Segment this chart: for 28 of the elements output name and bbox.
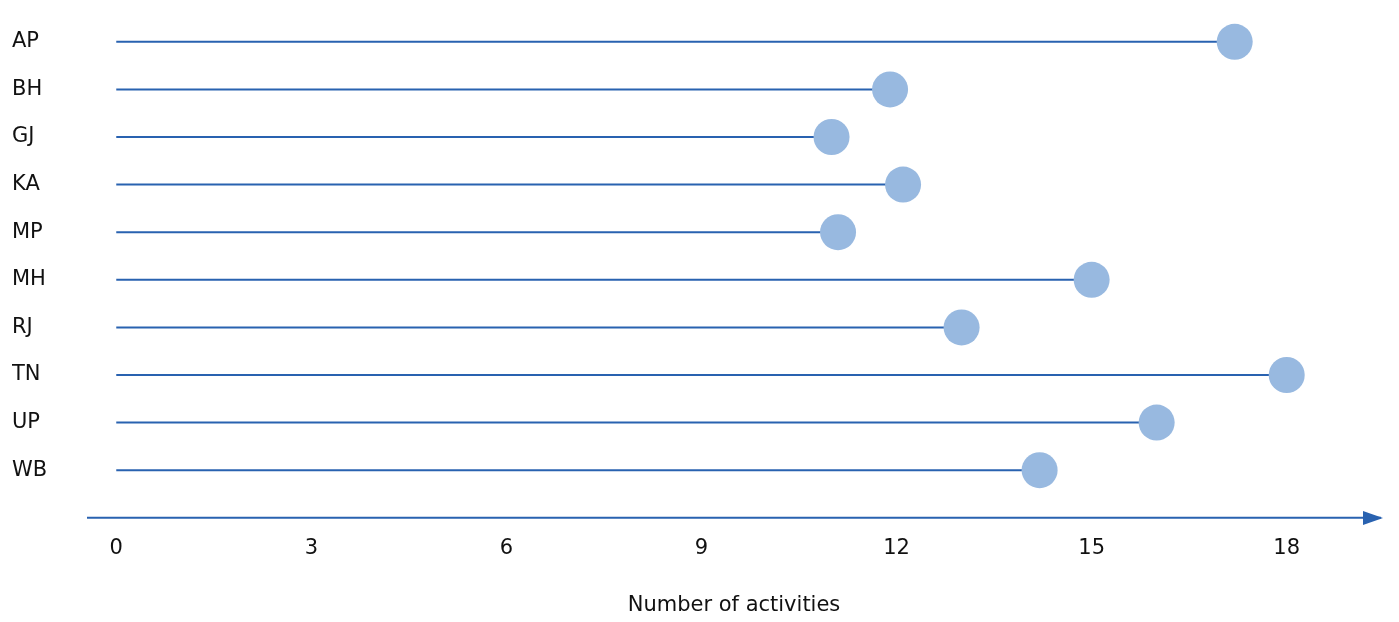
x-tick-label: 18 <box>1273 535 1301 560</box>
x-tick-label: 15 <box>1078 535 1106 560</box>
y-tick-label: RJ <box>12 313 33 338</box>
point <box>885 166 922 203</box>
x-tick-label: 6 <box>499 535 514 560</box>
x-axis-title: Number of activities <box>627 591 841 616</box>
x-tick-label: 0 <box>109 535 123 560</box>
y-tick-label: AP <box>12 28 40 53</box>
y-tick-label: MP <box>12 218 43 243</box>
y-tick-label: WB <box>12 456 48 481</box>
point <box>1138 404 1175 441</box>
point <box>1216 23 1253 60</box>
point <box>813 119 850 155</box>
point <box>1268 357 1305 393</box>
y-tick-label: MH <box>12 266 46 291</box>
x-tick-label: 9 <box>694 535 709 560</box>
y-tick-label: UP <box>12 409 41 434</box>
x-tick-label: 12 <box>883 535 910 560</box>
point <box>943 309 980 346</box>
y-tick-label: TN <box>11 361 41 386</box>
y-tick-label: BH <box>12 75 43 100</box>
y-tick-label: GJ <box>12 123 35 148</box>
y-tick-label: KA <box>12 171 41 196</box>
point <box>820 214 857 251</box>
point <box>872 71 909 108</box>
point <box>1021 452 1058 489</box>
x-tick-label: 3 <box>304 535 319 560</box>
point <box>1073 261 1110 298</box>
